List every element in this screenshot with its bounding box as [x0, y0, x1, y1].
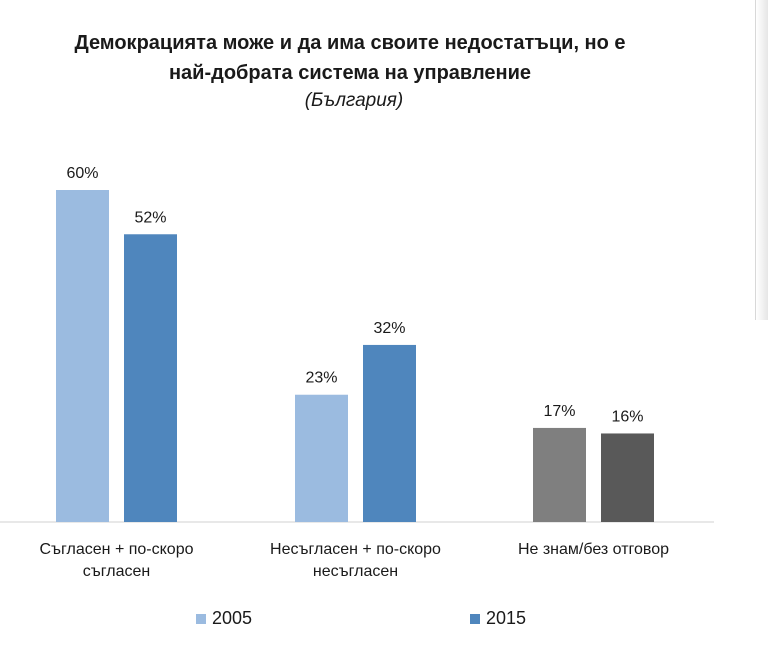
legend: 2005 2015 — [0, 608, 768, 632]
chart-title-line-1: Демокрацията може и да има своите недост… — [74, 32, 626, 54]
category-label-0-line-0: Съгласен + по-скоро — [39, 541, 193, 558]
chart-title-line-2: най-добрата система на управление — [168, 62, 532, 84]
side-panel-edge — [755, 0, 768, 320]
bar-2015-1 — [363, 344, 416, 522]
data-label-2015-1: 32% — [373, 320, 405, 337]
category-label-0-line-1: съгласен — [83, 563, 150, 580]
data-label-2015-2: 16% — [611, 408, 643, 425]
chart-subtitle: (България) — [304, 90, 404, 111]
bar-2005-0 — [56, 190, 109, 522]
data-label-2015-0: 52% — [134, 209, 166, 226]
data-label-2005-0: 60% — [66, 165, 98, 182]
category-label-1-line-1: несъгласен — [313, 563, 398, 580]
chart-title: Демокрацията може и да има своите недост… — [0, 28, 700, 88]
legend-item-2015: 2015 — [470, 608, 526, 629]
bar-2015-2 — [601, 433, 654, 522]
bar-2005-1 — [295, 394, 348, 522]
bar-2005-2 — [533, 427, 586, 522]
category-label-2-line-0: Не знам/без отговор — [518, 541, 669, 558]
legend-label-2015: 2015 — [486, 608, 527, 628]
legend-swatch-2005 — [196, 613, 206, 624]
data-label-2005-2: 17% — [543, 403, 575, 420]
category-label-1-line-0: Несъгласен + по-скоро — [270, 541, 441, 558]
data-label-2005-1: 23% — [305, 370, 337, 387]
legend-label-2005: 2005 — [212, 608, 253, 628]
legend-item-2005: 2005 — [196, 608, 252, 629]
legend-swatch-2015 — [470, 613, 480, 624]
bar-2015-0 — [124, 234, 177, 522]
